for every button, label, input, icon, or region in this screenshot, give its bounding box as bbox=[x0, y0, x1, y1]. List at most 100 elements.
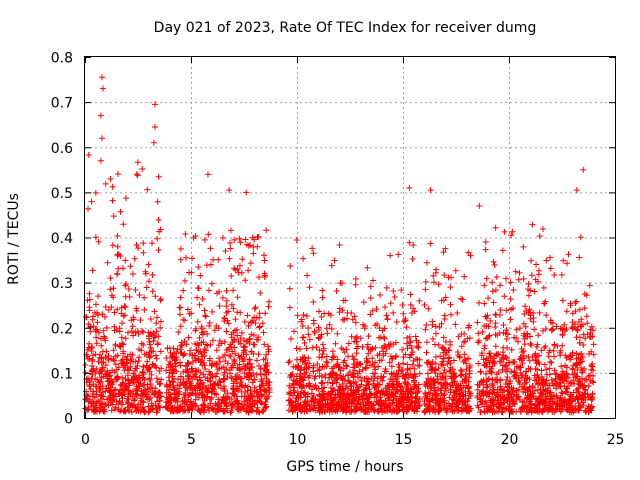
data-point bbox=[109, 390, 116, 397]
data-point bbox=[241, 370, 248, 377]
data-point bbox=[336, 242, 343, 249]
data-point bbox=[205, 231, 212, 238]
data-point bbox=[207, 381, 214, 388]
data-point bbox=[399, 367, 406, 374]
data-point bbox=[290, 402, 297, 409]
data-point bbox=[146, 354, 153, 361]
data-point bbox=[586, 282, 593, 289]
data-point bbox=[199, 394, 206, 401]
data-point bbox=[135, 330, 142, 337]
data-point bbox=[109, 242, 116, 249]
data-point bbox=[120, 265, 127, 272]
data-point bbox=[136, 346, 143, 353]
data-point bbox=[342, 403, 349, 410]
data-point bbox=[90, 388, 97, 395]
data-point bbox=[214, 290, 221, 297]
data-point bbox=[531, 288, 538, 295]
data-point bbox=[86, 379, 93, 386]
data-point bbox=[490, 384, 497, 391]
data-point bbox=[157, 348, 164, 355]
data-point bbox=[100, 327, 107, 334]
data-point bbox=[256, 323, 263, 330]
data-point bbox=[332, 408, 339, 415]
data-point bbox=[543, 366, 550, 373]
data-point bbox=[466, 390, 473, 397]
data-point bbox=[426, 390, 433, 397]
data-point bbox=[338, 280, 345, 287]
data-point bbox=[293, 394, 300, 401]
data-point bbox=[244, 361, 251, 368]
chart-title: Day 021 of 2023, Rate Of TEC Index for r… bbox=[154, 20, 537, 36]
data-point bbox=[245, 267, 252, 274]
data-point bbox=[300, 377, 307, 384]
data-point bbox=[561, 371, 567, 378]
data-point bbox=[110, 294, 117, 301]
data-point bbox=[310, 392, 317, 399]
data-point bbox=[371, 406, 378, 413]
data-point bbox=[475, 404, 482, 411]
data-point bbox=[132, 358, 139, 365]
data-point bbox=[147, 330, 154, 337]
data-point bbox=[506, 398, 513, 405]
data-point bbox=[103, 324, 110, 331]
data-point bbox=[314, 360, 321, 367]
data-point bbox=[133, 171, 140, 178]
data-point bbox=[451, 378, 458, 385]
data-point bbox=[343, 396, 350, 403]
data-point bbox=[239, 356, 246, 363]
data-point bbox=[200, 407, 207, 414]
data-point bbox=[399, 301, 406, 308]
data-point bbox=[435, 408, 442, 415]
data-point bbox=[260, 329, 267, 336]
data-point bbox=[353, 338, 360, 345]
data-point bbox=[439, 358, 446, 365]
y-tick-label: 0.1 bbox=[51, 366, 73, 382]
data-point bbox=[576, 254, 583, 261]
data-point bbox=[394, 375, 401, 382]
data-point bbox=[226, 255, 233, 262]
data-point bbox=[436, 408, 443, 415]
data-point bbox=[94, 309, 101, 316]
data-point bbox=[354, 384, 361, 391]
data-point bbox=[82, 361, 89, 368]
data-point bbox=[491, 353, 498, 360]
data-point bbox=[319, 341, 326, 348]
data-point bbox=[304, 399, 311, 406]
data-point-outlier bbox=[151, 101, 158, 108]
data-point bbox=[188, 405, 195, 412]
data-point bbox=[394, 399, 401, 406]
data-point bbox=[382, 304, 389, 311]
data-point bbox=[146, 333, 153, 340]
data-point bbox=[526, 306, 533, 313]
data-point bbox=[409, 255, 416, 262]
data-point bbox=[487, 317, 494, 324]
data-point bbox=[566, 353, 573, 360]
data-point bbox=[573, 326, 580, 333]
data-point bbox=[245, 409, 252, 416]
data-point bbox=[363, 375, 370, 382]
data-point bbox=[310, 317, 317, 324]
data-points bbox=[82, 74, 597, 416]
data-point bbox=[400, 310, 407, 317]
data-point bbox=[449, 379, 456, 386]
data-point bbox=[129, 377, 136, 384]
data-point bbox=[534, 401, 541, 408]
data-point bbox=[199, 325, 206, 332]
data-point bbox=[136, 354, 143, 361]
data-point bbox=[301, 340, 308, 347]
data-point bbox=[364, 358, 371, 365]
data-point bbox=[199, 379, 206, 386]
data-point bbox=[203, 262, 210, 269]
data-point bbox=[424, 382, 431, 389]
data-point-outlier bbox=[406, 184, 413, 191]
data-point bbox=[507, 279, 514, 286]
data-point bbox=[109, 381, 116, 388]
data-point bbox=[573, 393, 580, 400]
data-point bbox=[136, 292, 143, 299]
data-point bbox=[567, 379, 574, 386]
data-point bbox=[107, 275, 114, 282]
data-point bbox=[459, 391, 466, 398]
data-point bbox=[196, 301, 203, 308]
data-point bbox=[205, 287, 212, 294]
data-point bbox=[510, 400, 517, 407]
